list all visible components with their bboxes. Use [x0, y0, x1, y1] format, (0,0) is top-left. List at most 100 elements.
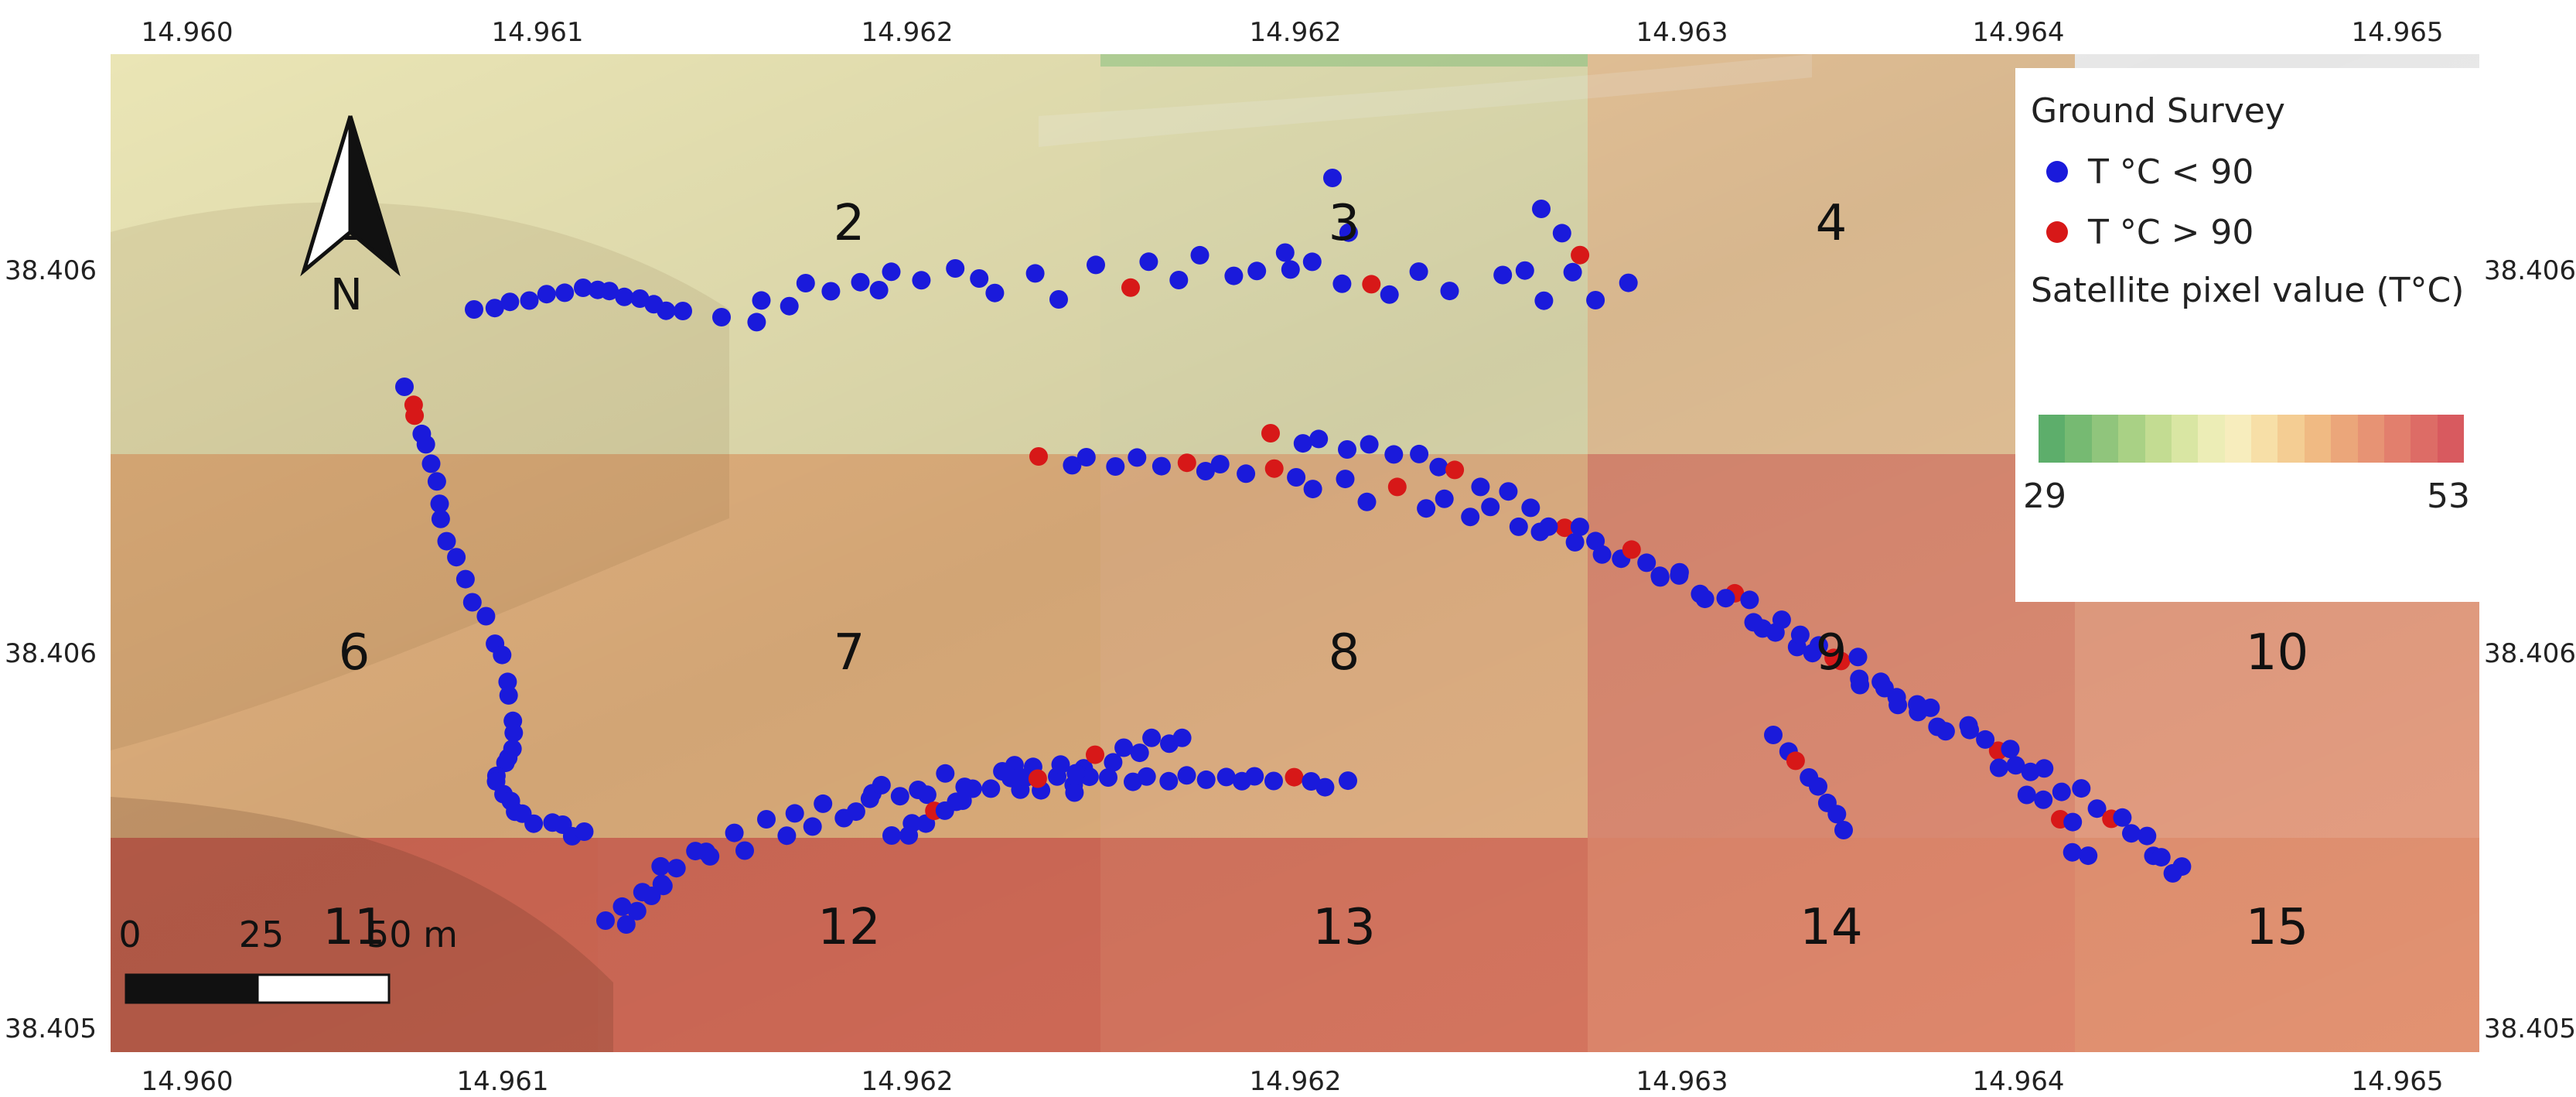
cell-label-3: 3: [1329, 195, 1360, 252]
survey-point: [2052, 782, 2071, 801]
cell-label-9: 9: [1816, 624, 1848, 682]
survey-point: [2113, 808, 2132, 827]
legend: Ground Survey T °C < 90 T °C > 90 Satell…: [2015, 68, 2479, 602]
survey-point: [1809, 777, 1827, 796]
survey-point: [1429, 457, 1448, 477]
survey-point: [500, 292, 520, 312]
survey-point: [1499, 482, 1518, 501]
survey-point: [1245, 767, 1264, 786]
survey-point: [1570, 518, 1589, 537]
survey-point: [1695, 590, 1714, 609]
survey-point: [1650, 566, 1670, 586]
lat-tick-label: 38.406: [2484, 255, 2576, 286]
ramp-step: [2144, 415, 2172, 463]
survey-point: [1159, 771, 1179, 791]
survey-point: [902, 814, 922, 833]
scale-bar-white-segment: [256, 973, 391, 1004]
survey-point-hot: [1555, 518, 1575, 538]
survey-point: [1637, 553, 1656, 572]
survey-point: [455, 569, 475, 589]
ramp-step: [2437, 415, 2464, 463]
survey-point: [1960, 720, 1980, 740]
survey-point: [674, 302, 692, 320]
ramp-step: [2251, 415, 2278, 463]
ramp-step: [2118, 415, 2145, 463]
survey-point: [1384, 445, 1404, 464]
survey-point: [1065, 783, 1084, 802]
ramp-step: [2331, 415, 2358, 463]
survey-point: [1339, 223, 1358, 242]
survey-point: [860, 789, 879, 808]
survey-point: [1440, 282, 1459, 301]
survey-point: [2079, 846, 2098, 866]
cell-label-15: 15: [2246, 899, 2308, 956]
survey-point: [431, 509, 450, 528]
scale-label-0: 0: [118, 914, 141, 955]
survey-point: [555, 283, 575, 302]
survey-point: [476, 607, 496, 626]
survey-point: [504, 723, 524, 743]
survey-point: [600, 282, 619, 301]
survey-point: [1114, 738, 1134, 757]
survey-point: [1461, 507, 1480, 527]
cell-label-6: 6: [339, 624, 370, 682]
lon-tick-label: 14.962: [1249, 1066, 1342, 1097]
scale-label-50: 50 m: [367, 914, 458, 955]
survey-point: [1001, 768, 1020, 788]
survey-point: [1790, 625, 1810, 644]
survey-point: [1076, 448, 1096, 466]
survey-point: [2151, 848, 2171, 867]
lon-tick-label: 14.964: [1972, 17, 2065, 48]
survey-point: [890, 787, 909, 806]
survey-point: [1152, 456, 1171, 476]
survey-point: [1803, 644, 1822, 663]
survey-point: [395, 378, 414, 396]
survey-point: [1063, 456, 1082, 475]
survey-point: [1264, 771, 1283, 791]
survey-point-hot: [1786, 751, 1805, 771]
survey-point: [462, 593, 482, 612]
survey-point-hot: [1362, 275, 1381, 294]
lat-tick-label: 38.406: [5, 255, 97, 286]
north-arrow: N: [300, 115, 401, 320]
survey-point: [667, 859, 686, 878]
blue-dot-icon: [2046, 161, 2068, 183]
legend-title: Ground Survey: [2031, 91, 2285, 131]
survey-point-hot: [1285, 767, 1304, 787]
ground-survey-points: [395, 169, 2192, 934]
survey-point: [616, 915, 636, 934]
survey-point: [627, 901, 647, 921]
survey-point: [498, 672, 517, 692]
ramp-step: [2411, 415, 2438, 463]
survey-point: [1928, 717, 1947, 736]
survey-point: [1302, 252, 1322, 272]
survey-point: [427, 472, 446, 491]
survey-point: [757, 810, 776, 829]
survey-point: [1224, 266, 1244, 285]
cell-label-11: 11: [322, 899, 385, 956]
survey-point: [752, 291, 771, 310]
survey-point: [651, 856, 670, 876]
survey-point: [2063, 812, 2083, 832]
survey-point: [437, 531, 456, 551]
survey-point: [1210, 455, 1230, 473]
legend-item-label: T °C < 90: [2088, 152, 2254, 192]
survey-point: [537, 285, 556, 304]
survey-point: [1142, 728, 1162, 747]
cell-label-10: 10: [2246, 624, 2308, 682]
ramp-min-label: 29: [2023, 477, 2066, 516]
cell-label-12: 12: [817, 899, 880, 956]
survey-point: [493, 645, 512, 665]
cell-label-13: 13: [1312, 899, 1375, 956]
survey-point: [970, 269, 989, 288]
survey-point: [1850, 669, 1869, 689]
ramp-step: [2277, 415, 2305, 463]
lon-tick-label: 14.963: [1636, 1066, 1728, 1097]
survey-point: [747, 313, 766, 332]
survey-point: [1137, 767, 1156, 786]
survey-point: [1471, 477, 1490, 497]
survey-point: [814, 794, 833, 813]
survey-point: [1190, 245, 1210, 265]
lon-tick-label: 14.964: [1972, 1066, 2065, 1097]
survey-point: [1848, 648, 1868, 667]
